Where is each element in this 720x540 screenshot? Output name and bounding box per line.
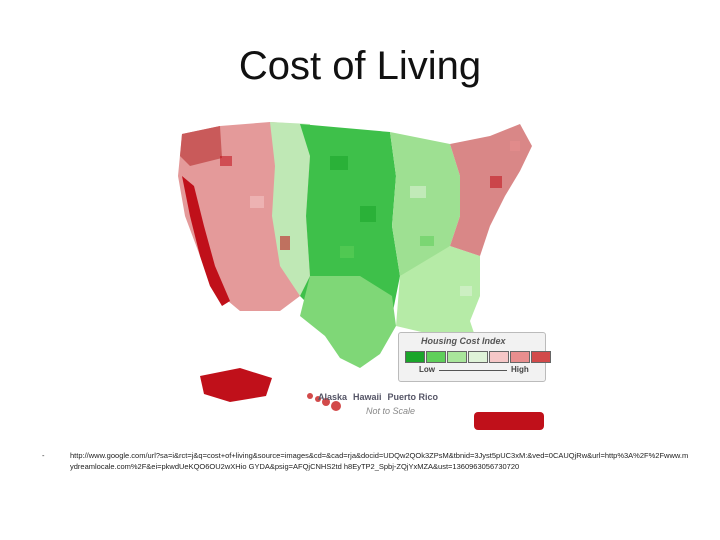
- midwest-region: [390, 132, 460, 276]
- northeast-region: [450, 124, 532, 256]
- legend-arrow-line: [439, 370, 507, 371]
- legend-swatch: [447, 351, 467, 363]
- alaska-label: Alaska: [318, 392, 348, 402]
- legend-swatch: [468, 351, 488, 363]
- inset-labels: Alaska Hawaii Puerto Rico: [318, 392, 438, 402]
- hawaii-label: Hawaii: [353, 392, 382, 402]
- legend-title: Housing Cost Index: [421, 336, 506, 346]
- map-legend: Housing Cost Index Low High: [398, 332, 551, 382]
- legend-swatch: [426, 351, 446, 363]
- bullet-marker: -: [42, 451, 45, 460]
- mountain-region: [270, 122, 310, 296]
- hawaii-inset: [307, 393, 341, 411]
- us-states-map: [178, 122, 532, 368]
- puerto-rico-label: Puerto Rico: [387, 392, 439, 402]
- alaska-inset: [200, 368, 272, 402]
- california-coast: [182, 176, 230, 306]
- legend-color-scale: [405, 351, 552, 363]
- pacific-northwest: [180, 126, 222, 166]
- puerto-rico-inset: [474, 412, 544, 430]
- cost-of-living-map: [178, 122, 544, 430]
- texas-region: [300, 276, 396, 368]
- not-to-scale-note: Not to Scale: [366, 406, 416, 416]
- legend-swatch: [489, 351, 509, 363]
- county-texture: [220, 141, 520, 296]
- legend-low-label: Low: [419, 365, 435, 374]
- legend-swatch: [405, 351, 425, 363]
- source-url-link[interactable]: http://www.google.com/url?sa=i&rct=j&q=c…: [70, 451, 689, 471]
- legend-swatch: [510, 351, 530, 363]
- slide-title: Cost of Living: [238, 44, 482, 88]
- legend-high-label: High: [511, 365, 529, 374]
- legend-swatch: [531, 351, 551, 363]
